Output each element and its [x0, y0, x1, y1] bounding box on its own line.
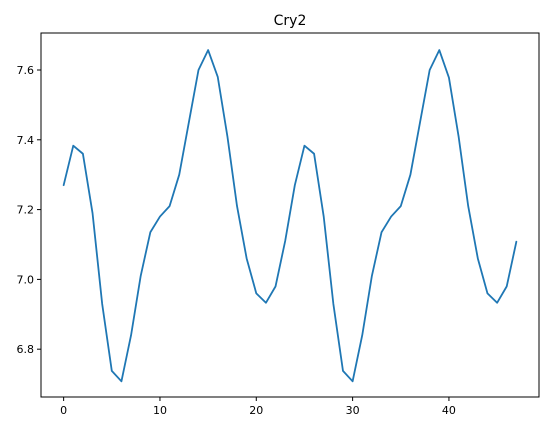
y-tick-label: 7.2 — [17, 204, 35, 217]
y-tick-label: 7.6 — [17, 64, 35, 77]
x-tick-label: 10 — [153, 404, 167, 417]
x-tick-label: 30 — [346, 404, 360, 417]
y-tick-label: 6.8 — [17, 343, 35, 356]
y-tick-label: 7.0 — [17, 273, 35, 286]
x-tick-label: 40 — [442, 404, 456, 417]
x-tick-label: 20 — [249, 404, 263, 417]
x-tick-label: 0 — [60, 404, 67, 417]
chart-title: Cry2 — [274, 13, 307, 29]
y-tick-label: 7.4 — [17, 134, 35, 147]
